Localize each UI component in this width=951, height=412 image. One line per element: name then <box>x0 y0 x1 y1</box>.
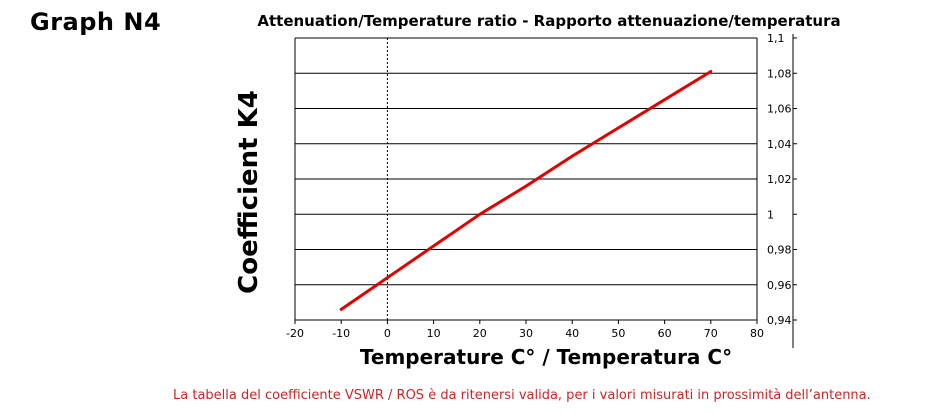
data-point <box>478 213 481 216</box>
y-tick-label: 0,98 <box>767 244 792 257</box>
series-group <box>339 70 713 311</box>
data-point <box>663 98 666 101</box>
data-point <box>571 154 574 158</box>
data-point <box>617 126 620 130</box>
chart-title: Attenuation/Temperature ratio - Rapporto… <box>257 12 840 30</box>
x-tick-label: 70 <box>704 327 718 340</box>
x-tick-label: 60 <box>658 327 672 340</box>
x-tick-labels: -20 -10 0 10 20 30 40 50 60 70 80 <box>286 327 764 340</box>
y-tick-label: 1 <box>767 208 774 221</box>
x-tick-label: 80 <box>750 327 764 340</box>
chart-grid <box>295 37 757 321</box>
data-point <box>432 244 435 248</box>
x-tick-label: 50 <box>611 327 625 340</box>
data-point <box>524 184 528 188</box>
y-tick-label: 0,94 <box>767 314 792 327</box>
data-point <box>340 308 343 311</box>
y-tick-label: 1,08 <box>767 67 792 80</box>
chart-axes <box>294 34 797 348</box>
series-line <box>339 70 713 311</box>
data-point <box>386 276 389 279</box>
x-tick-label: 40 <box>565 327 579 340</box>
graph-label: Graph N4 <box>30 8 162 36</box>
x-tick-label: 0 <box>384 327 391 340</box>
x-tick-label: 10 <box>427 327 441 340</box>
y-tick-labels: 0,94 0,96 0,98 1 1,02 1,04 1,06 1,08 1,1 <box>767 32 792 327</box>
y-tick-label: 1,02 <box>767 173 792 186</box>
y-tick-label: 0,96 <box>767 279 792 292</box>
data-point <box>709 70 712 73</box>
x-tick-label: -10 <box>332 327 350 340</box>
x-tick-label: 20 <box>473 327 487 340</box>
footnote: La tabella del coefficiente VSWR / ROS è… <box>173 388 871 403</box>
y-axis-label: Coefficient K4 <box>234 90 264 294</box>
x-axis-label: Temperature C° / Temperatura C° <box>360 345 732 369</box>
y-tick-label: 1,1 <box>767 32 785 45</box>
x-tick-label: -20 <box>286 327 304 340</box>
y-tick-label: 1,06 <box>767 103 792 116</box>
y-tick-label: 1,04 <box>767 138 792 151</box>
x-tick-label: 30 <box>519 327 533 340</box>
